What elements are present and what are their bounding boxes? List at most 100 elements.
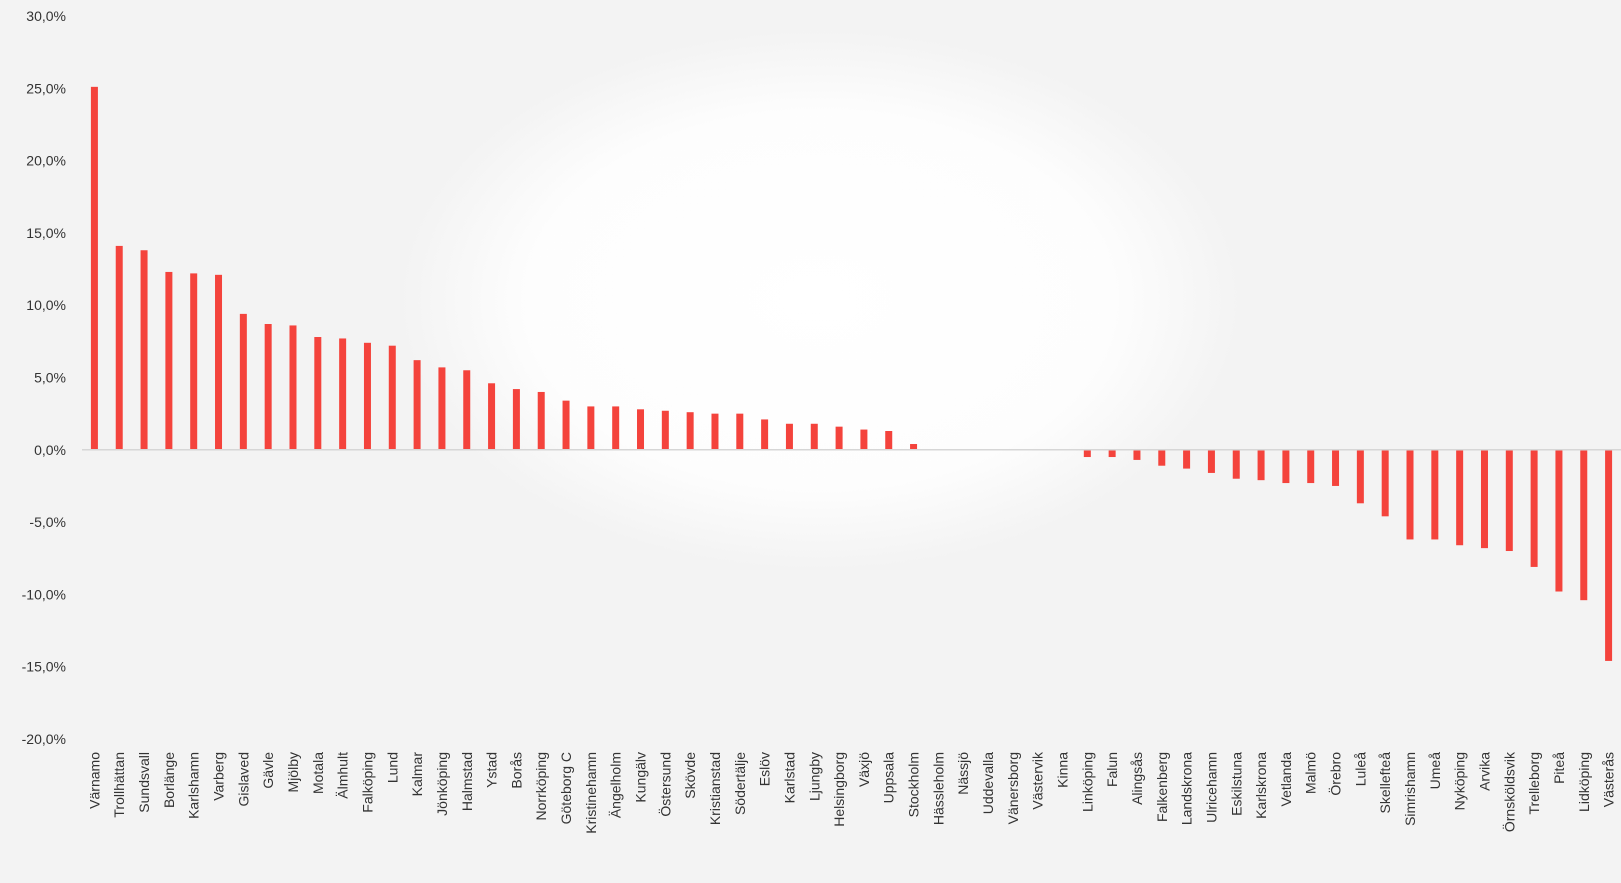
bar [1555, 449, 1563, 592]
bar [140, 250, 148, 450]
bar [90, 86, 98, 450]
x-tick-label: Älmhult [335, 752, 351, 799]
y-tick-label: 0,0% [34, 442, 66, 458]
x-tick-label: Karlskrona [1253, 752, 1269, 819]
bar [1456, 449, 1464, 546]
bar [512, 389, 520, 450]
x-tick-label: Västerås [1601, 752, 1617, 807]
x-tick-label: Borås [508, 752, 524, 789]
bar [314, 337, 322, 450]
x-tick-label: Gävle [260, 752, 276, 789]
bar [239, 313, 247, 450]
bar [736, 413, 744, 450]
bar [612, 406, 620, 450]
y-tick-label: -20,0% [22, 731, 66, 747]
y-tick-label: -15,0% [22, 659, 66, 675]
bar [438, 367, 446, 450]
x-tick-label: Lund [384, 752, 400, 783]
x-tick-label: Kungälv [633, 752, 649, 803]
bar [785, 423, 793, 450]
bar [1108, 449, 1116, 458]
bar [190, 273, 198, 450]
bar [1282, 449, 1290, 484]
x-tick-label: Trelleborg [1526, 752, 1542, 815]
bar [1133, 449, 1141, 460]
bar [165, 271, 173, 450]
x-tick-label: Hässleholm [930, 752, 946, 825]
x-tick-label: Kristianstad [707, 752, 723, 825]
y-tick-label: 20,0% [26, 153, 66, 169]
x-tick-label: Norrköping [533, 752, 549, 820]
x-tick-label: Kalmar [409, 752, 425, 797]
x-tick-label: Kinna [1054, 752, 1070, 788]
bar [264, 324, 272, 450]
bar [810, 423, 818, 450]
bar [1332, 449, 1340, 486]
bar [488, 383, 496, 450]
x-tick-label: Ljungby [806, 752, 822, 801]
x-tick-label: Trollhättan [111, 752, 127, 818]
x-tick-label: Mjölby [285, 752, 301, 792]
bar [885, 431, 893, 450]
bar [1183, 449, 1191, 469]
x-tick-label: Umeå [1427, 752, 1443, 790]
x-tick-label: Nyköping [1452, 752, 1468, 810]
x-tick-label: Eskilstuna [1228, 752, 1244, 816]
x-tick-label: Östersund [656, 752, 673, 817]
bar [1232, 449, 1240, 479]
x-tick-label: Örnsköldsvik [1500, 751, 1517, 832]
x-tick-label: Simrishamn [1402, 752, 1418, 826]
bar [537, 391, 545, 450]
x-tick-label: Borlänge [161, 752, 177, 808]
bar [289, 325, 297, 450]
x-tick-label: Vänersborg [1005, 752, 1021, 824]
bar [363, 342, 371, 450]
x-tick-label: Örebro [1327, 752, 1344, 796]
y-tick-label: 25,0% [26, 80, 66, 96]
bar [686, 412, 694, 450]
bar [1381, 449, 1389, 517]
x-tick-label: Sundsvall [136, 752, 152, 813]
bar [1480, 449, 1488, 549]
x-tick-label: Helsingborg [831, 752, 847, 827]
x-tick-label: Karlstad [781, 752, 797, 803]
bar [388, 345, 396, 450]
x-tick-label: Ystad [484, 752, 500, 788]
x-tick-label: Gislaved [235, 752, 251, 806]
x-tick-label: Kristinehamn [583, 752, 599, 834]
y-tick-label: 30,0% [26, 8, 66, 24]
x-tick-label: Linköping [1079, 752, 1095, 812]
bar [1257, 449, 1265, 481]
bar [637, 409, 645, 450]
bar [115, 245, 123, 450]
x-tick-label: Nässjö [955, 752, 971, 795]
x-tick-label: Motala [310, 752, 326, 794]
bar [1158, 449, 1166, 466]
bar [587, 406, 595, 450]
x-tick-label: Varberg [211, 752, 227, 801]
x-tick-label: Piteå [1551, 752, 1567, 784]
bar [1580, 449, 1588, 601]
bar [463, 370, 471, 450]
x-tick-label: Luleå [1352, 752, 1368, 786]
x-tick-label: Ängelholm [608, 752, 624, 818]
y-tick-label: -10,0% [22, 586, 66, 602]
bar [661, 410, 669, 450]
x-tick-label: Landskrona [1179, 752, 1195, 825]
x-tick-label: Uppsala [881, 752, 897, 804]
x-tick-label: Halmstad [459, 752, 475, 811]
bar [910, 444, 918, 450]
bars-group [90, 86, 1613, 661]
x-tick-label: Skellefteå [1377, 752, 1393, 814]
x-axis: Värnamo Trollhättan Sundsvall Borlänge Karls… [86, 751, 1616, 834]
bar [835, 426, 843, 450]
x-tick-label: Skövde [682, 752, 698, 799]
x-tick-label: Göteborg C [558, 752, 574, 824]
x-tick-label: Vetlanda [1278, 752, 1294, 807]
x-tick-label: Eslöv [757, 752, 773, 786]
bar [761, 419, 769, 450]
y-axis: 30,0% 25,0% 20,0% 15,0% 10,0% 5,0% 0,0% -5,0% -1… [22, 8, 66, 747]
x-tick-label: Stockholm [906, 752, 922, 817]
bar [1307, 449, 1315, 484]
